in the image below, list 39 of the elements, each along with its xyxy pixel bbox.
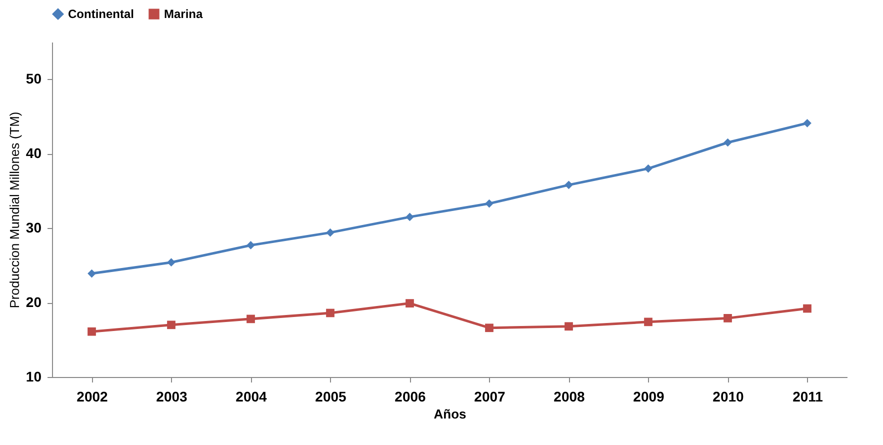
point	[88, 269, 96, 278]
x-tick-label: 2007	[474, 388, 506, 404]
point	[803, 304, 812, 313]
x-tick-label: 2005	[315, 388, 347, 404]
point	[485, 324, 494, 332]
x-tick-label: 2011	[792, 388, 824, 404]
y-tick-label: 50	[26, 70, 42, 87]
point	[724, 138, 732, 147]
x-tick-label: 2010	[712, 388, 744, 404]
point	[406, 299, 414, 308]
point	[564, 322, 573, 331]
point	[724, 314, 732, 322]
y-tick-label: 40	[26, 145, 42, 162]
point	[326, 228, 334, 237]
legend-label: Marina	[164, 7, 204, 22]
point	[644, 164, 652, 173]
x-tick-label: 2003	[156, 388, 188, 404]
x-tick-label: 2002	[76, 388, 108, 404]
x-tick-label: 2004	[236, 388, 268, 404]
point	[406, 212, 414, 222]
legend-label: Continental	[68, 7, 134, 22]
y-tick-label: 30	[26, 220, 42, 236]
x-tick-label: 2006	[394, 388, 426, 404]
point	[485, 199, 494, 208]
point	[644, 318, 652, 326]
point	[88, 327, 96, 336]
point	[326, 308, 334, 318]
point	[246, 241, 255, 250]
point	[167, 258, 176, 267]
point	[564, 180, 573, 190]
y-tick-label: 10	[26, 368, 42, 384]
point	[167, 320, 176, 330]
point	[803, 118, 812, 128]
y-tick-label: 20	[26, 294, 42, 310]
y-axis-title: Produccion Mundial Millones (TM)	[6, 112, 22, 308]
x-axis-title: Años	[434, 406, 466, 422]
point	[246, 314, 255, 324]
x-tick-label: 2008	[554, 388, 586, 404]
x-tick-label: 2009	[633, 388, 665, 404]
